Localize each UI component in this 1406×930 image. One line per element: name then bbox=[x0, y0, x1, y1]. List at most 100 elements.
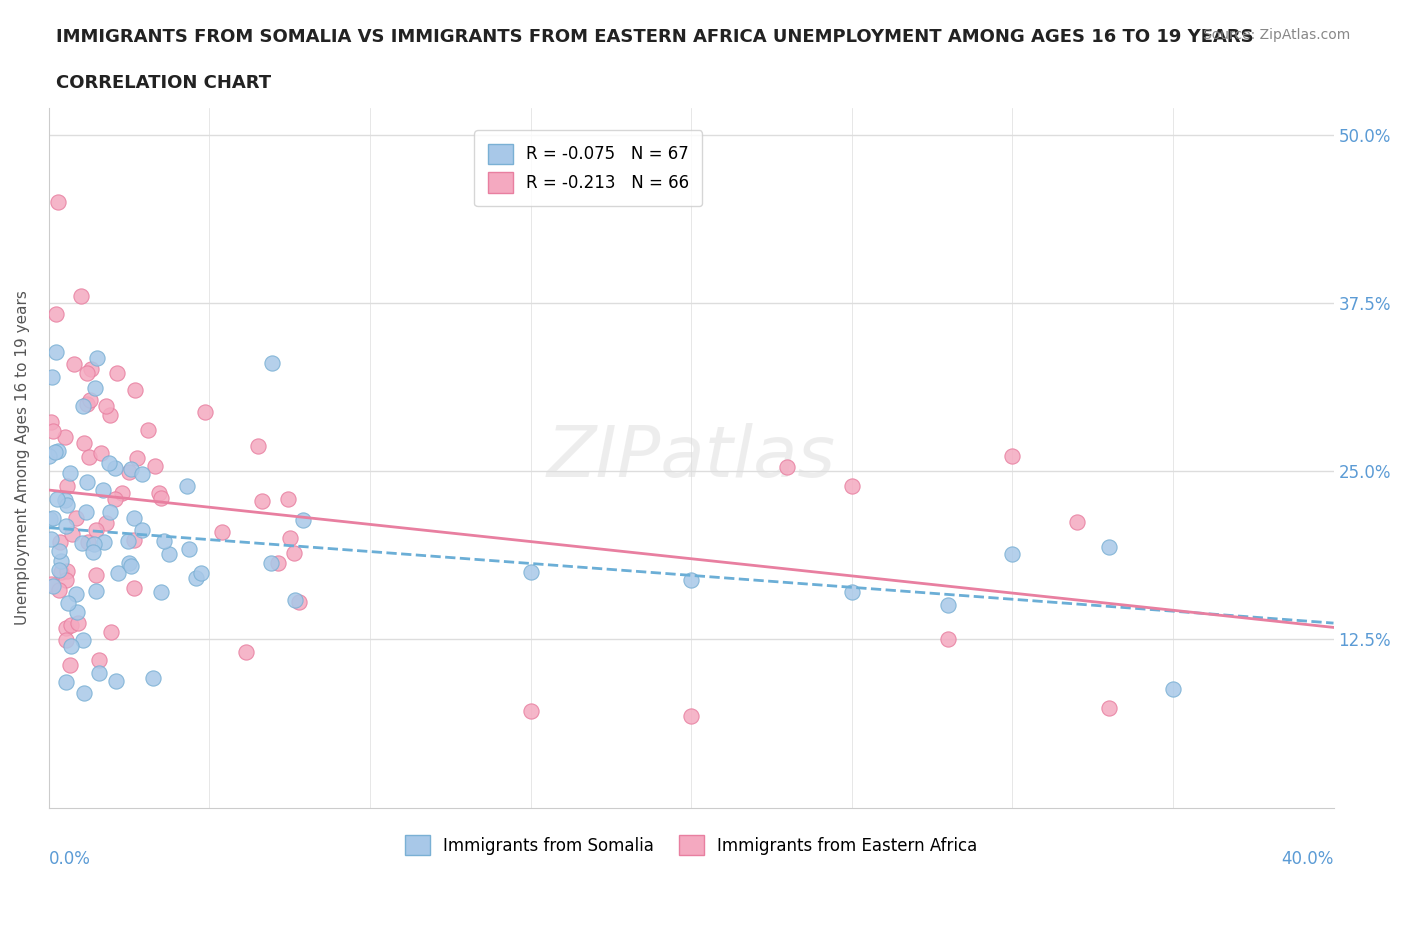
Point bbox=[56, 498, 79, 512]
Point bbox=[190, 566, 212, 581]
Text: 40.0%: 40.0% bbox=[1281, 849, 1333, 868]
Point bbox=[153, 534, 176, 549]
Point bbox=[1001, 449, 1024, 464]
Point bbox=[56, 595, 79, 610]
Point bbox=[60, 639, 83, 654]
Point bbox=[86, 568, 108, 583]
Point bbox=[936, 631, 959, 646]
Point bbox=[39, 414, 62, 429]
Point bbox=[77, 535, 100, 550]
Text: Source: ZipAtlas.com: Source: ZipAtlas.com bbox=[1202, 28, 1350, 42]
Point bbox=[98, 408, 121, 423]
Point bbox=[42, 424, 65, 439]
Point bbox=[118, 465, 141, 480]
Point bbox=[38, 512, 60, 526]
Point bbox=[86, 351, 108, 365]
Point bbox=[94, 398, 117, 413]
Point bbox=[59, 466, 82, 481]
Point bbox=[120, 461, 142, 476]
Point bbox=[63, 356, 86, 371]
Point bbox=[48, 544, 70, 559]
Point bbox=[260, 555, 283, 570]
Y-axis label: Unemployment Among Ages 16 to 19 years: Unemployment Among Ages 16 to 19 years bbox=[15, 290, 30, 625]
Point bbox=[48, 563, 70, 578]
Point bbox=[186, 570, 208, 585]
Point bbox=[56, 478, 79, 493]
Point bbox=[42, 511, 65, 525]
Point bbox=[194, 405, 217, 419]
Point bbox=[124, 383, 146, 398]
Point bbox=[1098, 539, 1121, 554]
Point bbox=[131, 467, 153, 482]
Point bbox=[60, 526, 83, 541]
Point bbox=[122, 533, 145, 548]
Point bbox=[277, 491, 299, 506]
Point bbox=[84, 523, 107, 538]
Point bbox=[48, 194, 70, 209]
Point bbox=[150, 490, 173, 505]
Point bbox=[72, 398, 94, 413]
Point bbox=[39, 531, 62, 546]
Point bbox=[55, 518, 77, 533]
Point bbox=[91, 483, 114, 498]
Point bbox=[89, 652, 111, 667]
Point bbox=[96, 515, 118, 530]
Point bbox=[120, 559, 142, 574]
Point bbox=[55, 674, 77, 689]
Point bbox=[131, 523, 153, 538]
Point bbox=[73, 685, 96, 700]
Point bbox=[117, 534, 139, 549]
Point bbox=[103, 492, 125, 507]
Point bbox=[104, 460, 127, 475]
Point bbox=[70, 289, 93, 304]
Point bbox=[247, 439, 270, 454]
Point bbox=[1066, 515, 1088, 530]
Text: 0.0%: 0.0% bbox=[49, 849, 90, 868]
Point bbox=[45, 307, 67, 322]
Point bbox=[89, 665, 111, 680]
Point bbox=[51, 565, 73, 580]
Point bbox=[83, 537, 105, 551]
Point bbox=[150, 585, 173, 600]
Point bbox=[841, 479, 863, 494]
Point bbox=[84, 584, 107, 599]
Point bbox=[38, 449, 60, 464]
Point bbox=[98, 455, 121, 470]
Point bbox=[44, 445, 66, 459]
Point bbox=[72, 632, 94, 647]
Point bbox=[143, 458, 166, 473]
Point bbox=[776, 459, 799, 474]
Point bbox=[55, 620, 77, 635]
Point bbox=[76, 396, 98, 411]
Point bbox=[177, 541, 200, 556]
Point bbox=[1001, 546, 1024, 561]
Point bbox=[1161, 682, 1184, 697]
Point bbox=[93, 534, 115, 549]
Point bbox=[48, 582, 70, 597]
Point bbox=[111, 485, 134, 500]
Point bbox=[53, 430, 76, 445]
Point bbox=[49, 535, 72, 550]
Point bbox=[55, 573, 77, 588]
Point bbox=[252, 494, 274, 509]
Point bbox=[278, 530, 301, 545]
Point bbox=[122, 511, 145, 525]
Text: ZIPatlas: ZIPatlas bbox=[547, 423, 835, 492]
Point bbox=[136, 423, 159, 438]
Point bbox=[80, 362, 103, 377]
Point bbox=[118, 556, 141, 571]
Point bbox=[841, 584, 863, 599]
Point bbox=[65, 586, 87, 601]
Legend: Immigrants from Somalia, Immigrants from Eastern Africa: Immigrants from Somalia, Immigrants from… bbox=[398, 829, 984, 862]
Point bbox=[59, 618, 82, 632]
Point bbox=[82, 544, 104, 559]
Point bbox=[100, 624, 122, 639]
Point bbox=[46, 444, 69, 458]
Point bbox=[267, 556, 290, 571]
Point bbox=[53, 493, 76, 508]
Point bbox=[519, 565, 541, 579]
Point bbox=[75, 504, 97, 519]
Point bbox=[42, 578, 65, 593]
Point bbox=[122, 580, 145, 595]
Point bbox=[262, 355, 284, 370]
